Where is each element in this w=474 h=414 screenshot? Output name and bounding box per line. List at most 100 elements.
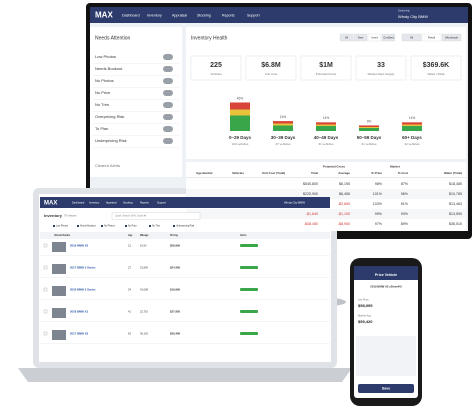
filter-text[interactable]: Certified — [383, 36, 394, 40]
column-group: Market — [390, 164, 400, 168]
column-header: % Cost — [398, 171, 408, 175]
nav-item[interactable]: Dashboard — [72, 202, 85, 205]
save-text[interactable]: Save — [382, 386, 390, 390]
bucket-bar — [402, 122, 422, 131]
vehicle-name[interactable]: 2019 BMW X5 — [70, 244, 89, 248]
bucket-count: 32 vehicles — [404, 142, 420, 146]
nav-item[interactable]: Reports — [140, 202, 150, 205]
filter-button — [381, 33, 396, 42]
alert-item[interactable]: Underpricing Risk — [95, 138, 127, 143]
filter-chip[interactable]: No Price — [128, 225, 138, 228]
bucket-count: 37 vehicles — [275, 142, 291, 146]
filter-text[interactable]: Used — [371, 36, 378, 40]
kpi-card — [410, 55, 462, 81]
row-checkbox — [43, 243, 48, 248]
bucket-label: 0–29 Days — [229, 135, 252, 140]
filter-chip[interactable]: Underpricing Risk — [176, 225, 195, 228]
kpi-label: Potential Gross — [316, 72, 337, 76]
vehicle-name[interactable]: 2017 BMW 3 Series — [70, 266, 96, 270]
search-placeholder[interactable]: Quick Search (VIN, Stock #) — [115, 215, 146, 218]
nav-item[interactable]: Appraisal — [172, 13, 187, 17]
column-header: Vehicle Details — [54, 234, 71, 237]
bucket-bar — [230, 102, 250, 131]
kpi-label: Vehicles — [210, 72, 222, 76]
nav-item[interactable]: Inventory — [147, 13, 162, 17]
alert-badge — [163, 138, 173, 144]
filter-text[interactable]: New — [358, 36, 365, 40]
table-cell: 96% — [401, 192, 409, 196]
table-cell: -$2,650 — [338, 202, 350, 206]
vehicle-price: $26,490 — [170, 332, 181, 336]
filter-text[interactable]: All — [345, 36, 348, 40]
channel-text[interactable]: All — [410, 36, 413, 40]
alert-indicator — [240, 288, 258, 291]
table-cell: $545,800 — [303, 182, 318, 186]
filter-button — [339, 33, 354, 42]
bucket-bar — [359, 125, 379, 131]
vehicle-age: 41 — [128, 310, 131, 314]
bar-label: 16% — [280, 115, 287, 119]
alert-badge — [163, 126, 173, 132]
chip-checkbox — [53, 225, 55, 227]
cleared-alerts[interactable]: Cleared Alerts — [95, 163, 120, 168]
alert-indicator — [240, 310, 258, 313]
vehicle-name[interactable]: 2017 BMW X3 — [70, 332, 89, 336]
channel-text[interactable]: Retail — [428, 36, 436, 40]
vehicle-thumbnail — [52, 330, 66, 340]
bucket-label: 50–59 Days — [357, 135, 382, 140]
alert-item[interactable]: Low Photos — [95, 54, 116, 59]
column-header: Water (Total) — [444, 171, 462, 175]
bucket-count: 21 vehicles — [361, 142, 377, 146]
channel-button — [441, 33, 462, 42]
bar-label: 14% — [409, 116, 416, 120]
alert-item[interactable]: No Price — [95, 90, 111, 95]
dealer-select[interactable]: Windy City BMW — [398, 14, 428, 19]
alert-indicator — [240, 332, 258, 335]
dealer-select[interactable]: Windy City BMW — [284, 201, 305, 205]
table-cell: $10,785 — [449, 192, 462, 196]
nav-item[interactable]: Stocking — [197, 13, 211, 17]
logo: MAX — [95, 11, 113, 20]
nav-item[interactable]: Support — [157, 202, 166, 205]
row-checkbox — [43, 265, 48, 270]
vehicle-name[interactable]: 2018 BMW X1 — [70, 310, 89, 314]
filter-chip[interactable]: No Trim — [152, 225, 160, 228]
filter-chip[interactable]: No Photos — [104, 225, 116, 228]
vehicle-price: $24,495 — [170, 266, 181, 270]
table-cell: 97% — [375, 222, 383, 226]
search-box — [111, 212, 201, 220]
table-cell: $6,195 — [339, 182, 350, 186]
phone-vehicle: 2019 BMW X5 xDrive40i — [370, 285, 402, 289]
filter-chip[interactable]: Needs Bookout — [80, 225, 96, 228]
alert-item[interactable]: To Plan — [95, 126, 108, 131]
column-header: % Price — [371, 171, 382, 175]
nav-bar — [40, 197, 330, 208]
nav-item[interactable]: Reports — [222, 13, 235, 17]
nav-item[interactable]: Stocking — [123, 202, 133, 205]
table-cell: 103% — [373, 202, 383, 206]
alert-item[interactable]: No Photos — [95, 78, 114, 83]
row-stripe — [186, 209, 466, 219]
vehicle-thumbnail — [52, 264, 66, 274]
row-checkbox — [43, 309, 48, 314]
alert-item[interactable]: Overpricing Risk — [95, 114, 124, 119]
nav-item[interactable]: Inventory — [89, 202, 100, 205]
chip-checkbox — [77, 225, 79, 227]
save-button — [358, 384, 414, 393]
field-value: $58,995 — [358, 303, 373, 308]
divider — [186, 177, 466, 178]
health-panel — [186, 27, 466, 159]
nav-item[interactable]: Dashboard — [122, 13, 140, 17]
channel-text[interactable]: Wholesale — [445, 36, 459, 40]
table-cell: $13,590 — [449, 212, 462, 216]
kpi-card — [190, 55, 242, 81]
alert-item[interactable]: Needs Bookout — [95, 66, 123, 71]
alert-item[interactable]: No Trim — [95, 102, 110, 107]
column-header: Alerts — [240, 234, 247, 237]
filter-chip[interactable]: Low Photos — [56, 225, 69, 228]
nav-item[interactable]: Support — [247, 13, 260, 17]
nav-item[interactable]: Appraisal — [106, 202, 117, 205]
bar-label: 14% — [323, 116, 330, 120]
vehicle-name[interactable]: 2016 BMW 3 Series — [70, 288, 96, 292]
